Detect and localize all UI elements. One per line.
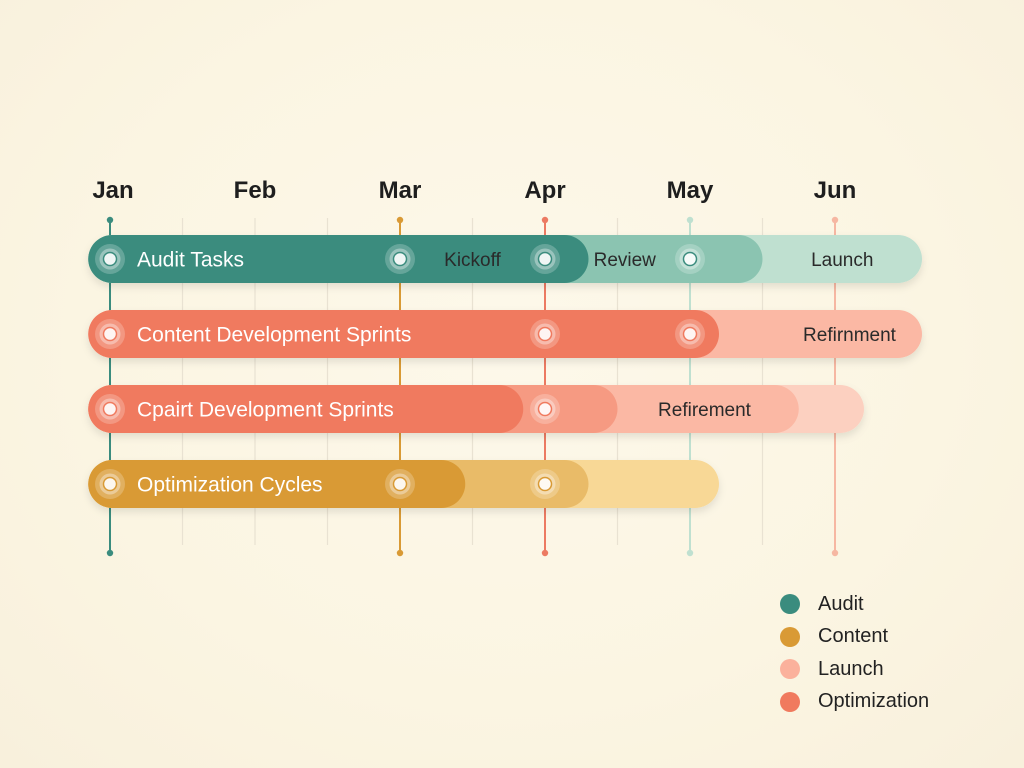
milestone-line-bottom-dot	[541, 549, 549, 557]
legend-swatch	[780, 594, 800, 615]
milestone-marker	[102, 251, 118, 267]
month-label-mar: Mar	[379, 177, 422, 204]
legend-label: Audit	[818, 592, 864, 615]
milestone-line-bottom-dot	[831, 549, 839, 557]
legend-item: Audit	[780, 588, 929, 621]
bar-segment	[88, 460, 466, 508]
bar-segment	[88, 310, 719, 358]
milestone-marker	[537, 401, 553, 417]
milestone-marker	[102, 326, 118, 342]
task-row: Cpairt Development Sprints Refirement	[88, 385, 864, 433]
milestone-marker	[682, 251, 698, 267]
legend-swatch	[780, 691, 800, 712]
milestone-marker	[102, 476, 118, 492]
milestone-line-top-dot	[106, 216, 114, 224]
milestone-marker	[392, 251, 408, 267]
bar-segment	[88, 235, 589, 283]
milestone-line-top-dot	[396, 216, 404, 224]
legend-label: Optimization	[818, 690, 930, 713]
milestone-marker	[102, 401, 118, 417]
legend-item: Content	[780, 621, 929, 654]
task-rows: Audit Tasks Kickoff Review Launch Content De…	[88, 235, 922, 508]
phase-label: Refirement	[658, 400, 752, 421]
legend: Audit Content Launch Optimization	[780, 588, 929, 718]
task-row-label: Cpairt Development Sprints	[137, 399, 394, 422]
month-label-jun: Jun	[814, 177, 857, 204]
phase-label: Review	[594, 250, 657, 271]
milestone-line-top-dot	[831, 216, 839, 224]
milestone-marker	[537, 251, 553, 267]
task-row-label: Content Development Sprints	[137, 324, 411, 347]
legend-swatch	[780, 626, 800, 647]
milestone-marker	[682, 326, 698, 342]
legend-item: Launch	[780, 653, 929, 686]
legend-label: Launch	[818, 657, 884, 680]
milestone-marker	[537, 326, 553, 342]
phase-label: Refirnment	[803, 325, 897, 346]
bar-segment	[88, 385, 524, 433]
milestone-marker	[392, 476, 408, 492]
legend-swatch	[780, 659, 800, 680]
milestone-line-bottom-dot	[686, 549, 694, 557]
phase-label: Kickoff	[444, 250, 501, 271]
task-row-label: Audit Tasks	[137, 249, 244, 272]
milestone-line-top-dot	[686, 216, 694, 224]
task-row: Optimization Cycles	[88, 460, 719, 508]
legend-item: Optimization	[780, 686, 929, 719]
month-label-apr: Apr	[524, 177, 565, 204]
milestone-marker	[537, 476, 553, 492]
month-label-jan: Jan	[92, 177, 133, 204]
legend-label: Content	[818, 625, 889, 648]
phase-label: Launch	[811, 250, 873, 271]
milestone-line-bottom-dot	[106, 549, 114, 557]
task-row: Content Development Sprints Refirnment	[88, 310, 922, 358]
task-row-label: Optimization Cycles	[137, 474, 323, 497]
month-label-feb: Feb	[234, 177, 277, 204]
month-label-may: May	[667, 177, 714, 204]
milestone-line-bottom-dot	[396, 549, 404, 557]
month-axis: Jan Feb Mar Apr May Jun	[92, 177, 856, 204]
task-row: Audit Tasks Kickoff Review Launch	[88, 235, 922, 283]
milestone-line-top-dot	[541, 216, 549, 224]
